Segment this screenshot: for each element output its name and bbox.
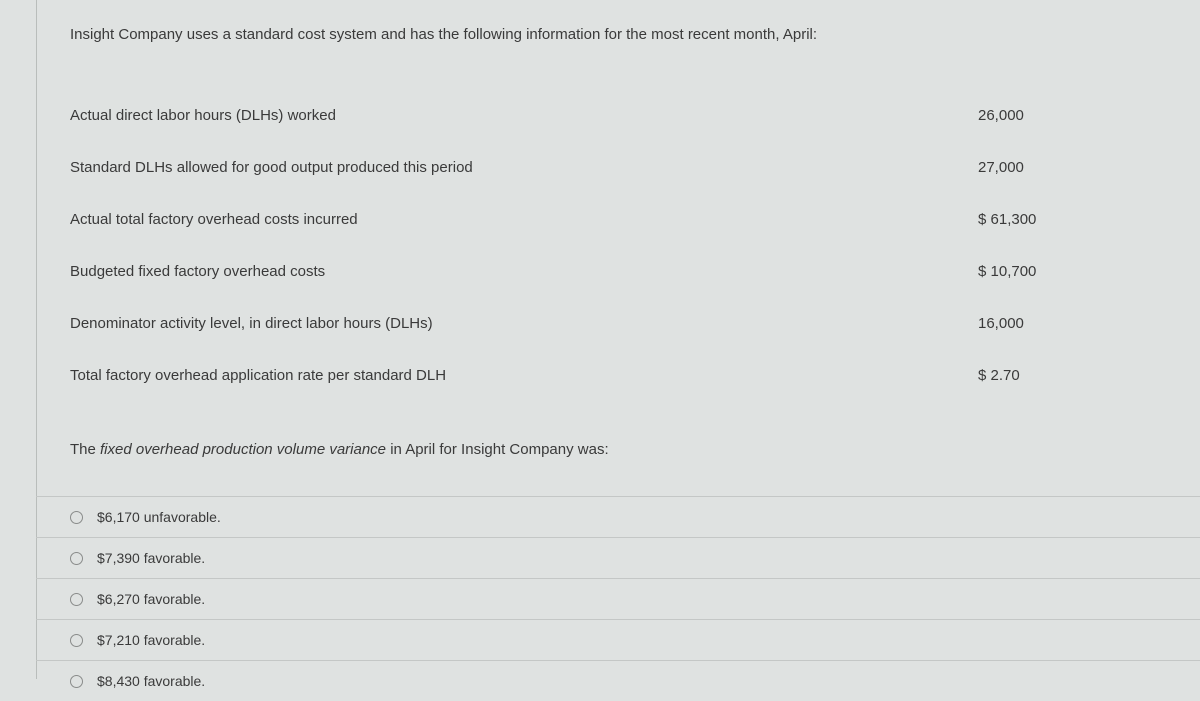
- radio-icon[interactable]: [70, 511, 83, 524]
- table-row: Actual total factory overhead costs incu…: [36, 193, 1200, 245]
- row-value: 16,000: [916, 315, 1116, 332]
- option-label: $7,390 favorable.: [97, 550, 205, 566]
- option-label: $6,270 favorable.: [97, 591, 205, 607]
- row-label: Actual direct labor hours (DLHs) worked: [36, 107, 916, 124]
- question-prefix: The: [70, 441, 100, 458]
- radio-icon[interactable]: [70, 552, 83, 565]
- question-block: Insight Company uses a standard cost sys…: [36, 0, 1200, 701]
- table-row: Total factory overhead application rate …: [36, 349, 1200, 401]
- option-row[interactable]: $8,430 favorable.: [36, 660, 1200, 701]
- intro-text: Insight Company uses a standard cost sys…: [36, 0, 1200, 43]
- answer-options: $6,170 unfavorable. $7,390 favorable. $6…: [36, 496, 1200, 701]
- question-emphasis: fixed overhead production volume varianc…: [100, 441, 386, 458]
- table-row: Budgeted fixed factory overhead costs $ …: [36, 245, 1200, 297]
- option-label: $7,210 favorable.: [97, 632, 205, 648]
- radio-icon[interactable]: [70, 634, 83, 647]
- row-label: Budgeted fixed factory overhead costs: [36, 263, 916, 280]
- table-row: Actual direct labor hours (DLHs) worked …: [36, 89, 1200, 141]
- row-label: Denominator activity level, in direct la…: [36, 315, 916, 332]
- table-row: Standard DLHs allowed for good output pr…: [36, 141, 1200, 193]
- data-table: Actual direct labor hours (DLHs) worked …: [36, 89, 1200, 401]
- option-row[interactable]: $6,170 unfavorable.: [36, 496, 1200, 537]
- row-value: $ 10,700: [916, 263, 1116, 280]
- row-label: Total factory overhead application rate …: [36, 367, 916, 384]
- option-row[interactable]: $6,270 favorable.: [36, 578, 1200, 619]
- question-suffix: in April for Insight Company was:: [386, 441, 609, 458]
- option-label: $8,430 favorable.: [97, 673, 205, 689]
- row-value: 27,000: [916, 159, 1116, 176]
- option-row[interactable]: $7,210 favorable.: [36, 619, 1200, 660]
- row-value: $ 61,300: [916, 211, 1116, 228]
- radio-icon[interactable]: [70, 593, 83, 606]
- option-label: $6,170 unfavorable.: [97, 509, 221, 525]
- question-text: The fixed overhead production volume var…: [36, 401, 1200, 458]
- row-label: Standard DLHs allowed for good output pr…: [36, 159, 916, 176]
- row-label: Actual total factory overhead costs incu…: [36, 211, 916, 228]
- radio-icon[interactable]: [70, 675, 83, 688]
- table-row: Denominator activity level, in direct la…: [36, 297, 1200, 349]
- row-value: $ 2.70: [916, 367, 1116, 384]
- row-value: 26,000: [916, 107, 1116, 124]
- option-row[interactable]: $7,390 favorable.: [36, 537, 1200, 578]
